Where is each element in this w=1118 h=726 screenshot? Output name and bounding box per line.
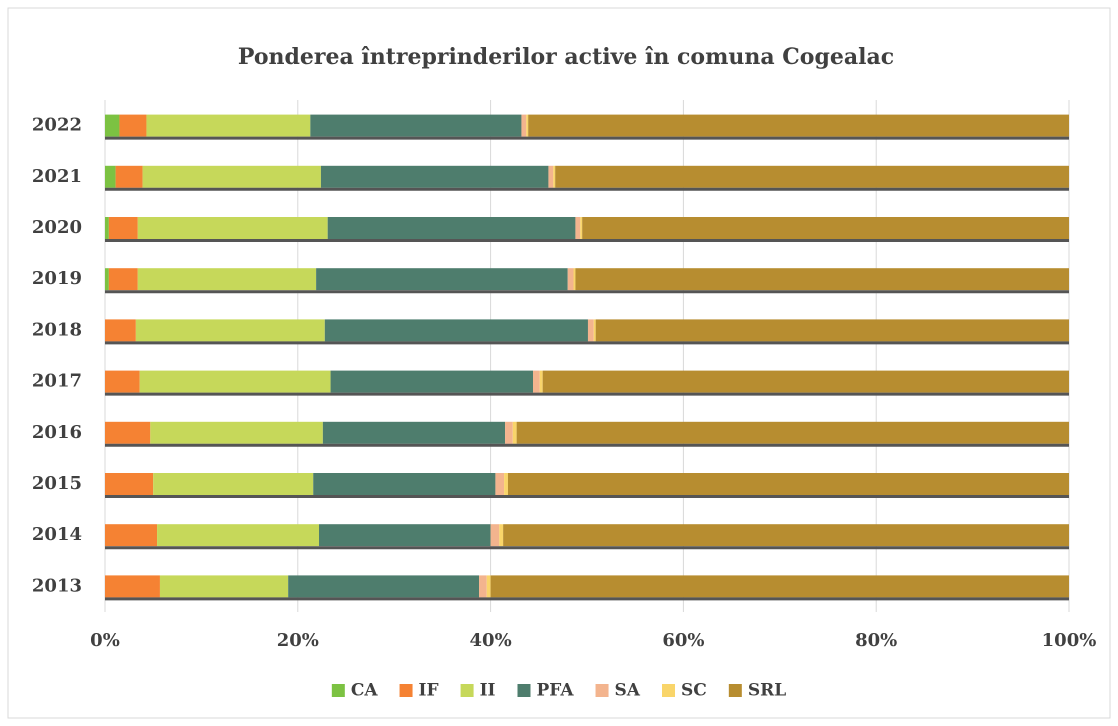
bar-segment bbox=[105, 319, 136, 342]
bar-segment bbox=[319, 524, 491, 547]
bar-segment bbox=[526, 114, 529, 137]
bar-segment bbox=[108, 217, 138, 239]
x-tick-label: 20% bbox=[277, 630, 319, 651]
bar-segment bbox=[490, 575, 1070, 598]
x-tick-label: 80% bbox=[855, 630, 897, 651]
bar-segment bbox=[150, 421, 323, 444]
bar-segment bbox=[330, 370, 534, 393]
y-tick-label: 2021 bbox=[32, 166, 82, 187]
y-tick-label: 2015 bbox=[32, 473, 82, 494]
bar-segment bbox=[105, 524, 158, 547]
chart-frame bbox=[7, 7, 1111, 719]
legend-swatch bbox=[662, 684, 676, 697]
x-tick-label: 0% bbox=[90, 630, 120, 651]
bar-segment bbox=[115, 165, 143, 188]
bar-segment bbox=[159, 575, 289, 598]
legend-label: IF bbox=[419, 681, 439, 701]
y-tick-label: 2020 bbox=[32, 217, 82, 238]
bar-segment bbox=[139, 370, 331, 393]
bar-segment bbox=[327, 217, 576, 239]
legend-label: II bbox=[480, 681, 496, 701]
bar-segment bbox=[105, 575, 160, 598]
bar-segment bbox=[105, 217, 109, 239]
bar-segment bbox=[153, 473, 314, 495]
x-tick-label: 60% bbox=[662, 630, 704, 651]
bar-segment bbox=[320, 165, 549, 188]
legend-swatch bbox=[728, 684, 742, 697]
y-tick-label: 2019 bbox=[32, 268, 82, 289]
bar-segment bbox=[479, 575, 487, 598]
bar-segment bbox=[137, 217, 328, 239]
bar-segment bbox=[553, 165, 556, 188]
legend-swatch bbox=[460, 684, 474, 697]
bar-segment bbox=[575, 268, 1069, 291]
bar-segment bbox=[555, 165, 1069, 188]
bar-segment bbox=[105, 473, 154, 495]
bar-segment bbox=[490, 524, 500, 547]
bar-segment bbox=[146, 114, 311, 137]
bar-segment bbox=[512, 421, 517, 444]
bar-segment bbox=[580, 217, 583, 239]
y-tick-label: 2016 bbox=[32, 422, 82, 443]
bar-segment bbox=[573, 268, 576, 291]
legend-label: PFA bbox=[536, 681, 574, 701]
legend-swatch bbox=[399, 684, 413, 697]
x-tick-label: 100% bbox=[1042, 630, 1097, 651]
bar-segment bbox=[324, 319, 588, 342]
y-tick-label: 2013 bbox=[32, 575, 82, 596]
bar-segment bbox=[105, 370, 140, 393]
bar-segment bbox=[587, 319, 594, 342]
bar-segment bbox=[108, 268, 138, 291]
chart-title: Ponderea întreprinderilor active în comu… bbox=[238, 44, 894, 70]
bar-segment bbox=[495, 473, 505, 495]
y-tick-label: 2014 bbox=[32, 524, 82, 545]
x-tick-label: 40% bbox=[470, 630, 512, 651]
legend-label: CA bbox=[351, 681, 379, 701]
bar-segment bbox=[316, 268, 568, 291]
bar-segment bbox=[142, 165, 321, 188]
legend-swatch bbox=[331, 684, 345, 697]
bar-segment bbox=[322, 421, 506, 444]
bar-segment bbox=[575, 217, 581, 239]
bar-segment bbox=[105, 165, 116, 188]
bar-segment bbox=[505, 421, 513, 444]
bar-segment bbox=[521, 114, 527, 137]
legend-label: SA bbox=[615, 681, 641, 701]
bar-segment bbox=[539, 370, 543, 393]
y-tick-label: 2022 bbox=[32, 115, 82, 136]
bar-segment bbox=[137, 268, 317, 291]
bar-segment bbox=[288, 575, 480, 598]
bar-segment bbox=[119, 114, 147, 137]
bar-segment bbox=[504, 473, 508, 495]
bar-segment bbox=[499, 524, 504, 547]
bar-segment bbox=[157, 524, 320, 547]
bar-segment bbox=[593, 319, 596, 342]
bar-segment bbox=[503, 524, 1070, 547]
legend-label: SC bbox=[681, 681, 707, 701]
y-tick-label: 2018 bbox=[32, 319, 82, 340]
y-tick-label: 2017 bbox=[32, 371, 82, 392]
bar-segment bbox=[135, 319, 325, 342]
bar-segment bbox=[507, 473, 1069, 495]
bar-segment bbox=[528, 114, 1069, 137]
bar-segment bbox=[310, 114, 522, 137]
bar-segment bbox=[567, 268, 574, 291]
bar-segment bbox=[595, 319, 1069, 342]
bar-segment bbox=[582, 217, 1069, 239]
bar-segment bbox=[516, 421, 1069, 444]
bar-segment bbox=[313, 473, 496, 495]
bar-segment bbox=[105, 114, 120, 137]
bar-segment bbox=[533, 370, 540, 393]
legend-label: SRL bbox=[748, 681, 786, 701]
bar-segment bbox=[486, 575, 491, 598]
bar-segment bbox=[105, 268, 109, 291]
legend-swatch bbox=[595, 684, 609, 697]
legend-swatch bbox=[517, 684, 531, 697]
bar-segment bbox=[105, 421, 151, 444]
bar-segment bbox=[548, 165, 554, 188]
bar-segment bbox=[542, 370, 1069, 393]
